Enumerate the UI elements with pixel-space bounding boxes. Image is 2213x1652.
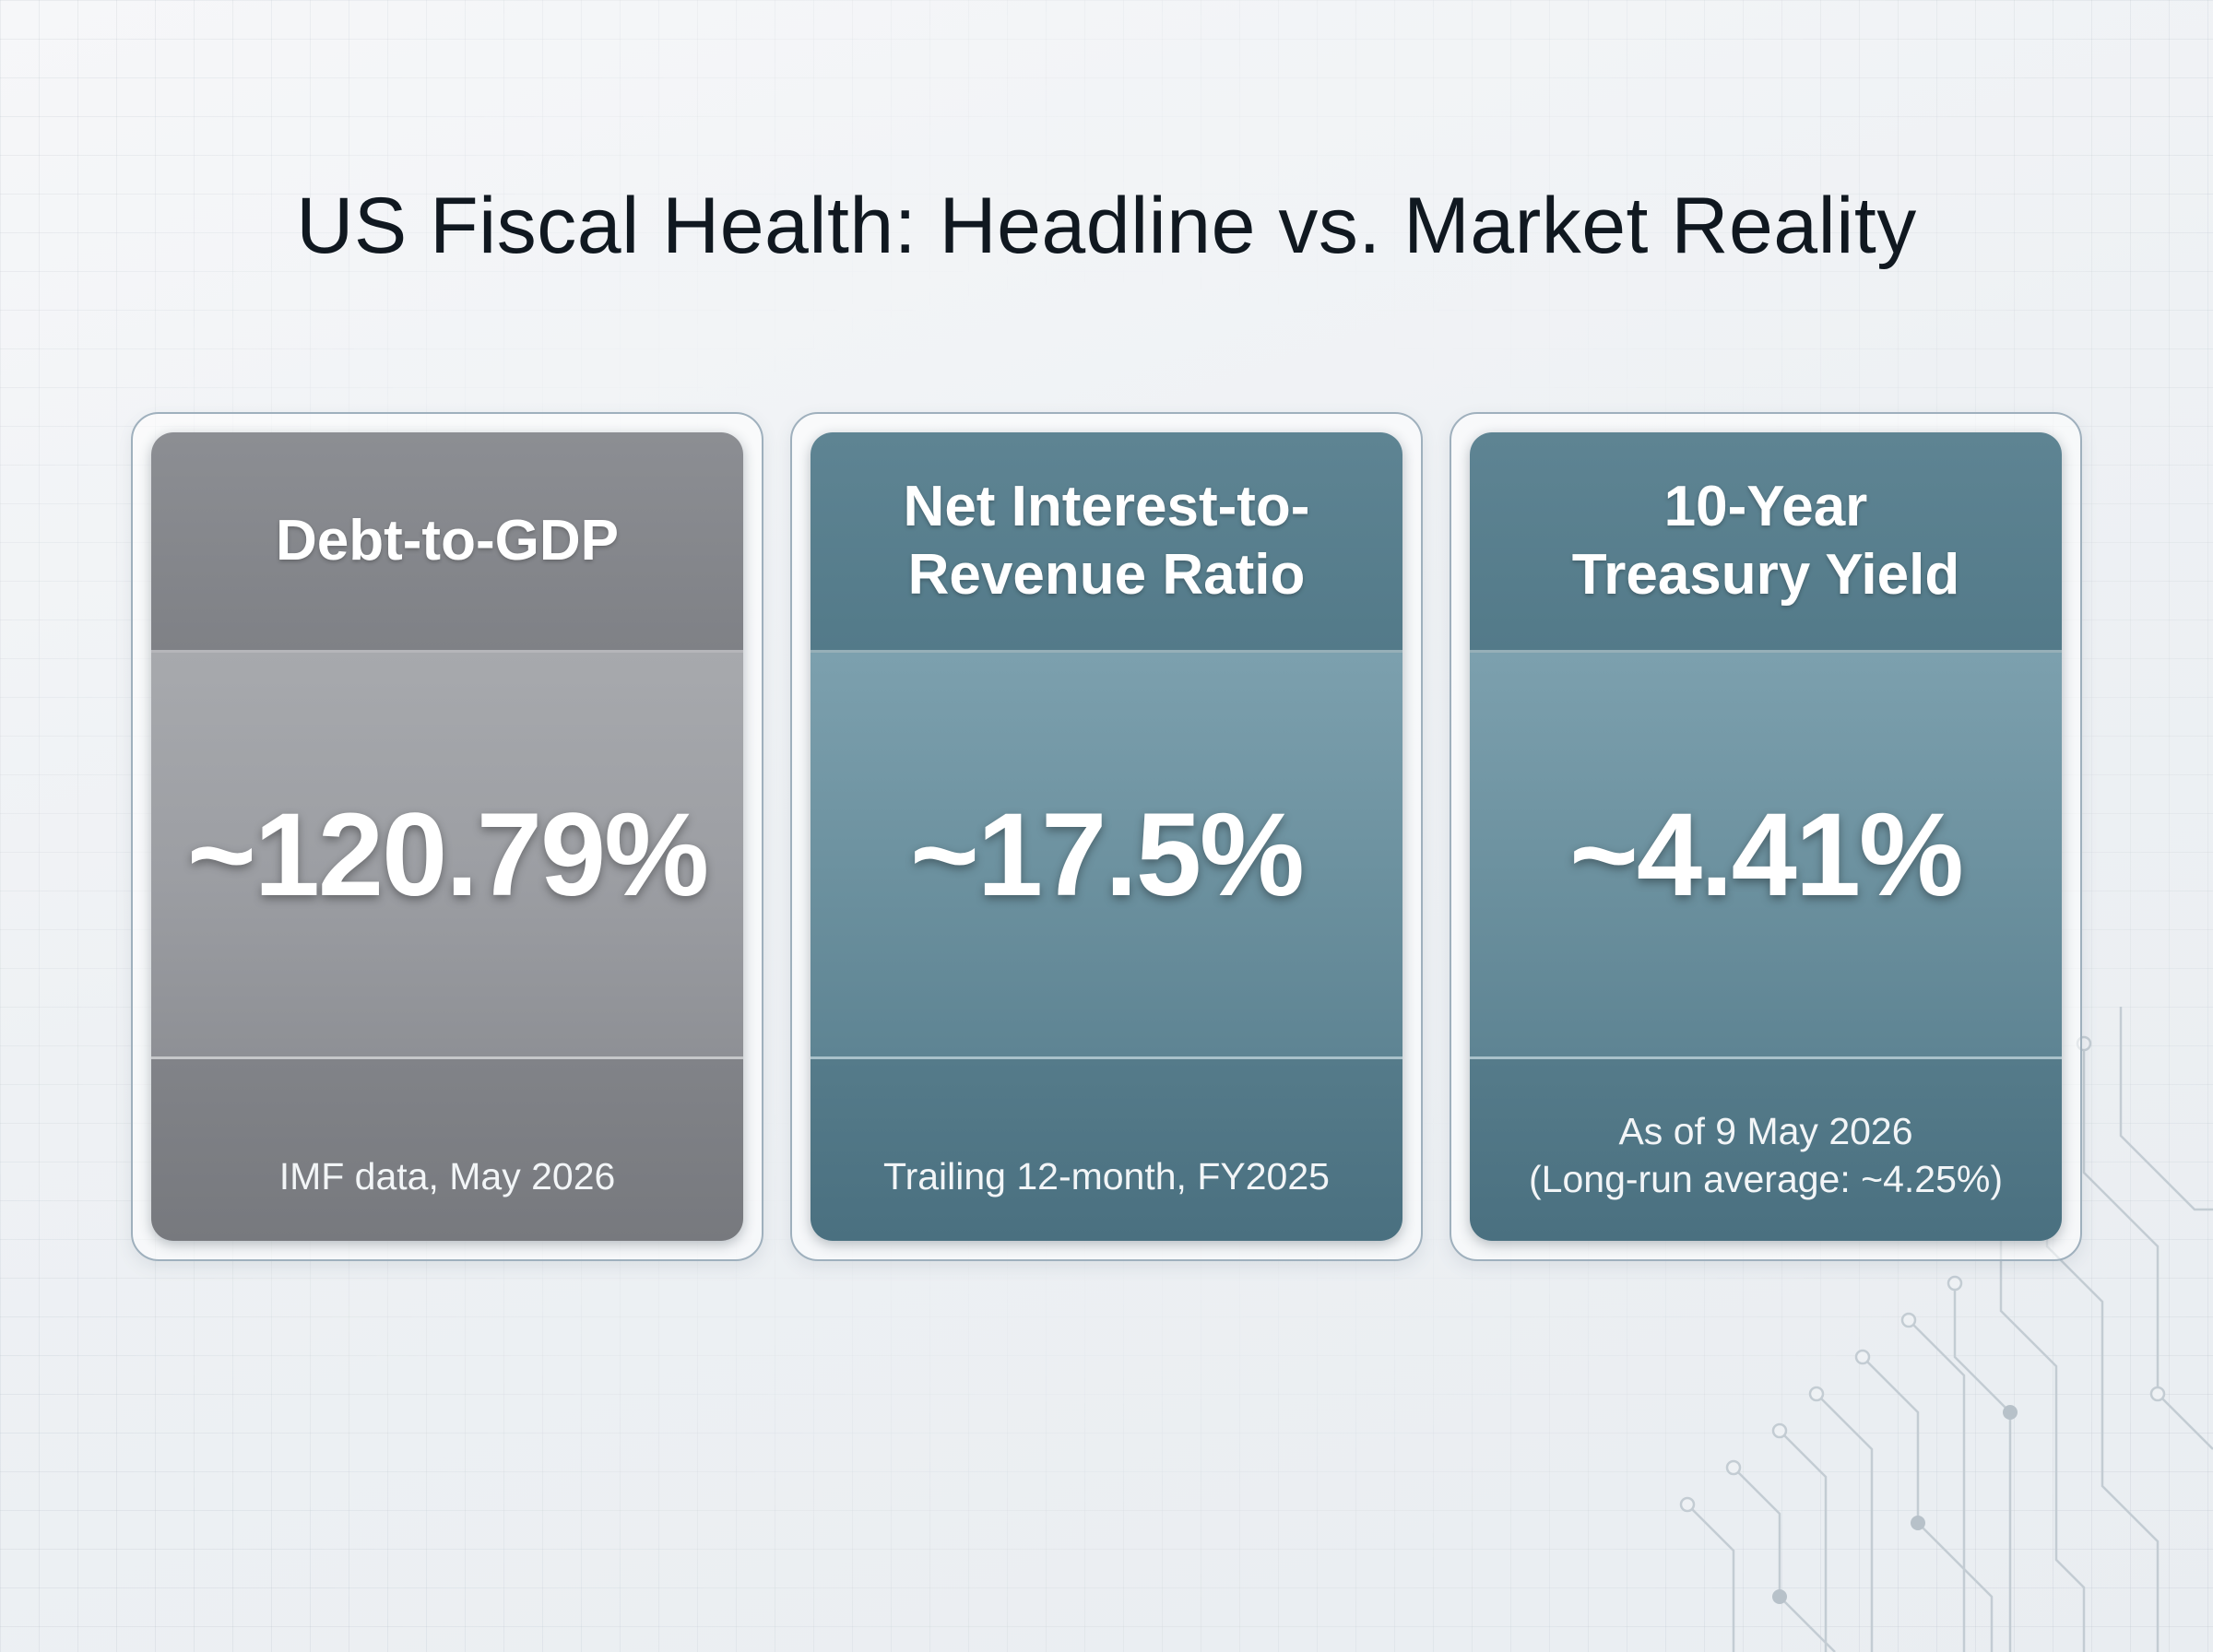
card-value-band: ~17.5% — [811, 650, 1402, 1059]
card-value: ~120.79% — [186, 788, 709, 921]
card-title: Debt-to-GDP — [276, 509, 619, 572]
card-value-band: ~4.41% — [1470, 650, 2062, 1059]
card-value-band: ~120.79% — [151, 650, 743, 1059]
card-frame-debt-to-gdp: Debt-to-GDP ~120.79% IMF data, May 2026 — [131, 412, 763, 1261]
card-note: IMF data, May 2026 — [278, 1154, 616, 1198]
card-footer: IMF data, May 2026 — [151, 1059, 743, 1241]
card-header: 10-Year Treasury Yield — [1470, 432, 2062, 650]
card-frame-net-interest: Net Interest-to- Revenue Ratio ~17.5% Tr… — [790, 412, 1423, 1261]
page-title: US Fiscal Health: Headline vs. Market Re… — [296, 182, 1917, 270]
card-header: Debt-to-GDP — [151, 432, 743, 650]
card-note: Trailing 12-month, FY2025 — [883, 1154, 1330, 1198]
metric-card-treasury-yield: 10-Year Treasury Yield ~4.41% As of 9 Ma… — [1470, 432, 2062, 1241]
metric-card-net-interest: Net Interest-to- Revenue Ratio ~17.5% Tr… — [811, 432, 1402, 1241]
card-value: ~17.5% — [910, 788, 1305, 921]
card-title: Net Interest-to- Revenue Ratio — [903, 475, 1310, 607]
card-value: ~4.41% — [1569, 788, 1964, 921]
card-footer: Trailing 12-month, FY2025 — [811, 1059, 1402, 1241]
card-title: 10-Year Treasury Yield — [1571, 475, 1960, 607]
metric-card-debt-to-gdp: Debt-to-GDP ~120.79% IMF data, May 2026 — [151, 432, 743, 1241]
card-note: As of 9 May 2026 (Long-run average: ~4.2… — [1529, 1109, 2003, 1200]
card-frame-treasury-yield: 10-Year Treasury Yield ~4.41% As of 9 Ma… — [1450, 412, 2082, 1261]
card-header: Net Interest-to- Revenue Ratio — [811, 432, 1402, 650]
card-footer: As of 9 May 2026 (Long-run average: ~4.2… — [1470, 1059, 2062, 1241]
